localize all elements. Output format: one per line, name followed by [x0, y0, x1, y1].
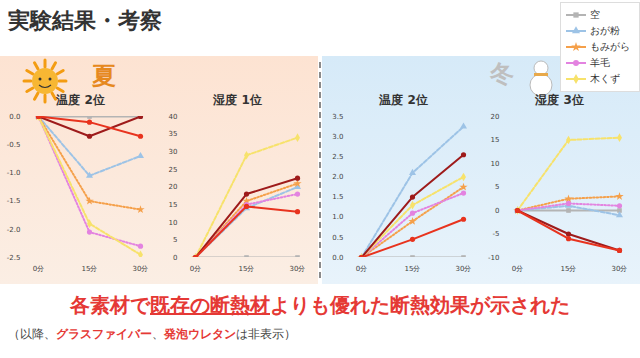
svg-text:10: 10 — [169, 218, 178, 226]
svg-text:30分: 30分 — [290, 265, 306, 273]
svg-text:5: 5 — [495, 183, 499, 191]
html-text:温度 2位: 温度 2位 — [379, 93, 428, 107]
svg-text:-2.0: -2.0 — [7, 226, 21, 234]
svg-text:25: 25 — [169, 166, 178, 174]
svg-text:15分: 15分 — [405, 265, 421, 273]
svg-text:-1.5: -1.5 — [7, 197, 21, 205]
svg-text:0.5: 0.5 — [332, 234, 343, 242]
svg-text:30分: 30分 — [456, 265, 472, 273]
svg-text:15分: 15分 — [82, 265, 98, 273]
svg-text:3.0: 3.0 — [332, 133, 343, 141]
svg-text:-1.0: -1.0 — [7, 169, 21, 177]
svg-text:1.0: 1.0 — [332, 213, 343, 221]
html-text:空: 空 — [590, 9, 600, 20]
svg-text:0.0: 0.0 — [332, 254, 343, 262]
html-text:夏: 夏 — [92, 62, 116, 90]
html-text:もみがら: もみがら — [590, 41, 630, 52]
svg-text:0: 0 — [173, 254, 177, 262]
html-text:湿度 1位: 湿度 1位 — [213, 93, 262, 107]
html-text:実験結果・考察: 実験結果・考察 — [8, 8, 162, 33]
svg-text:30分: 30分 — [133, 265, 149, 273]
html-text:おが粉: おが粉 — [590, 25, 620, 36]
svg-text:0分: 0分 — [356, 265, 367, 273]
html-text:（以降、グラスファイバー、発泡ウレタンは非表示）: （以降、グラスファイバー、発泡ウレタンは非表示） — [8, 327, 296, 341]
svg-text:30分: 30分 — [612, 265, 628, 273]
svg-text:0: 0 — [495, 207, 499, 215]
html-text:木くず: 木くず — [590, 73, 620, 84]
svg-text:0分: 0分 — [512, 265, 523, 273]
svg-text:2.0: 2.0 — [332, 173, 343, 181]
html-text:各素材で既存の断熱材よりも優れた断熱効果が示された: 各素材で既存の断熱材よりも優れた断熱効果が示された — [70, 293, 570, 317]
svg-text:15: 15 — [491, 136, 500, 144]
svg-text:1.5: 1.5 — [332, 193, 343, 201]
svg-text:5: 5 — [173, 236, 177, 244]
svg-text:15分: 15分 — [561, 265, 577, 273]
svg-text:-2.5: -2.5 — [7, 254, 21, 262]
svg-text:0分: 0分 — [33, 265, 44, 273]
html-text:温度 2位: 温度 2位 — [56, 93, 105, 107]
svg-text:-0.5: -0.5 — [7, 141, 21, 149]
svg-text:20: 20 — [169, 183, 178, 191]
svg-text:0.0: 0.0 — [9, 113, 20, 121]
svg-text:10: 10 — [491, 160, 500, 168]
html-text:冬: 冬 — [490, 60, 514, 88]
svg-text:20: 20 — [491, 113, 500, 121]
svg-text:15: 15 — [169, 201, 178, 209]
svg-text:40: 40 — [169, 113, 178, 121]
svg-text:-5: -5 — [493, 230, 500, 238]
svg-text:35: 35 — [169, 130, 178, 138]
html-text:湿度 3位: 湿度 3位 — [535, 93, 584, 107]
svg-text:15分: 15分 — [239, 265, 255, 273]
html-text:羊毛: 羊毛 — [590, 57, 610, 68]
svg-text:30: 30 — [169, 148, 178, 156]
svg-text:-10: -10 — [488, 254, 499, 262]
svg-text:0分: 0分 — [190, 265, 201, 273]
svg-text:2.5: 2.5 — [332, 153, 343, 161]
svg-text:3.5: 3.5 — [332, 113, 343, 121]
